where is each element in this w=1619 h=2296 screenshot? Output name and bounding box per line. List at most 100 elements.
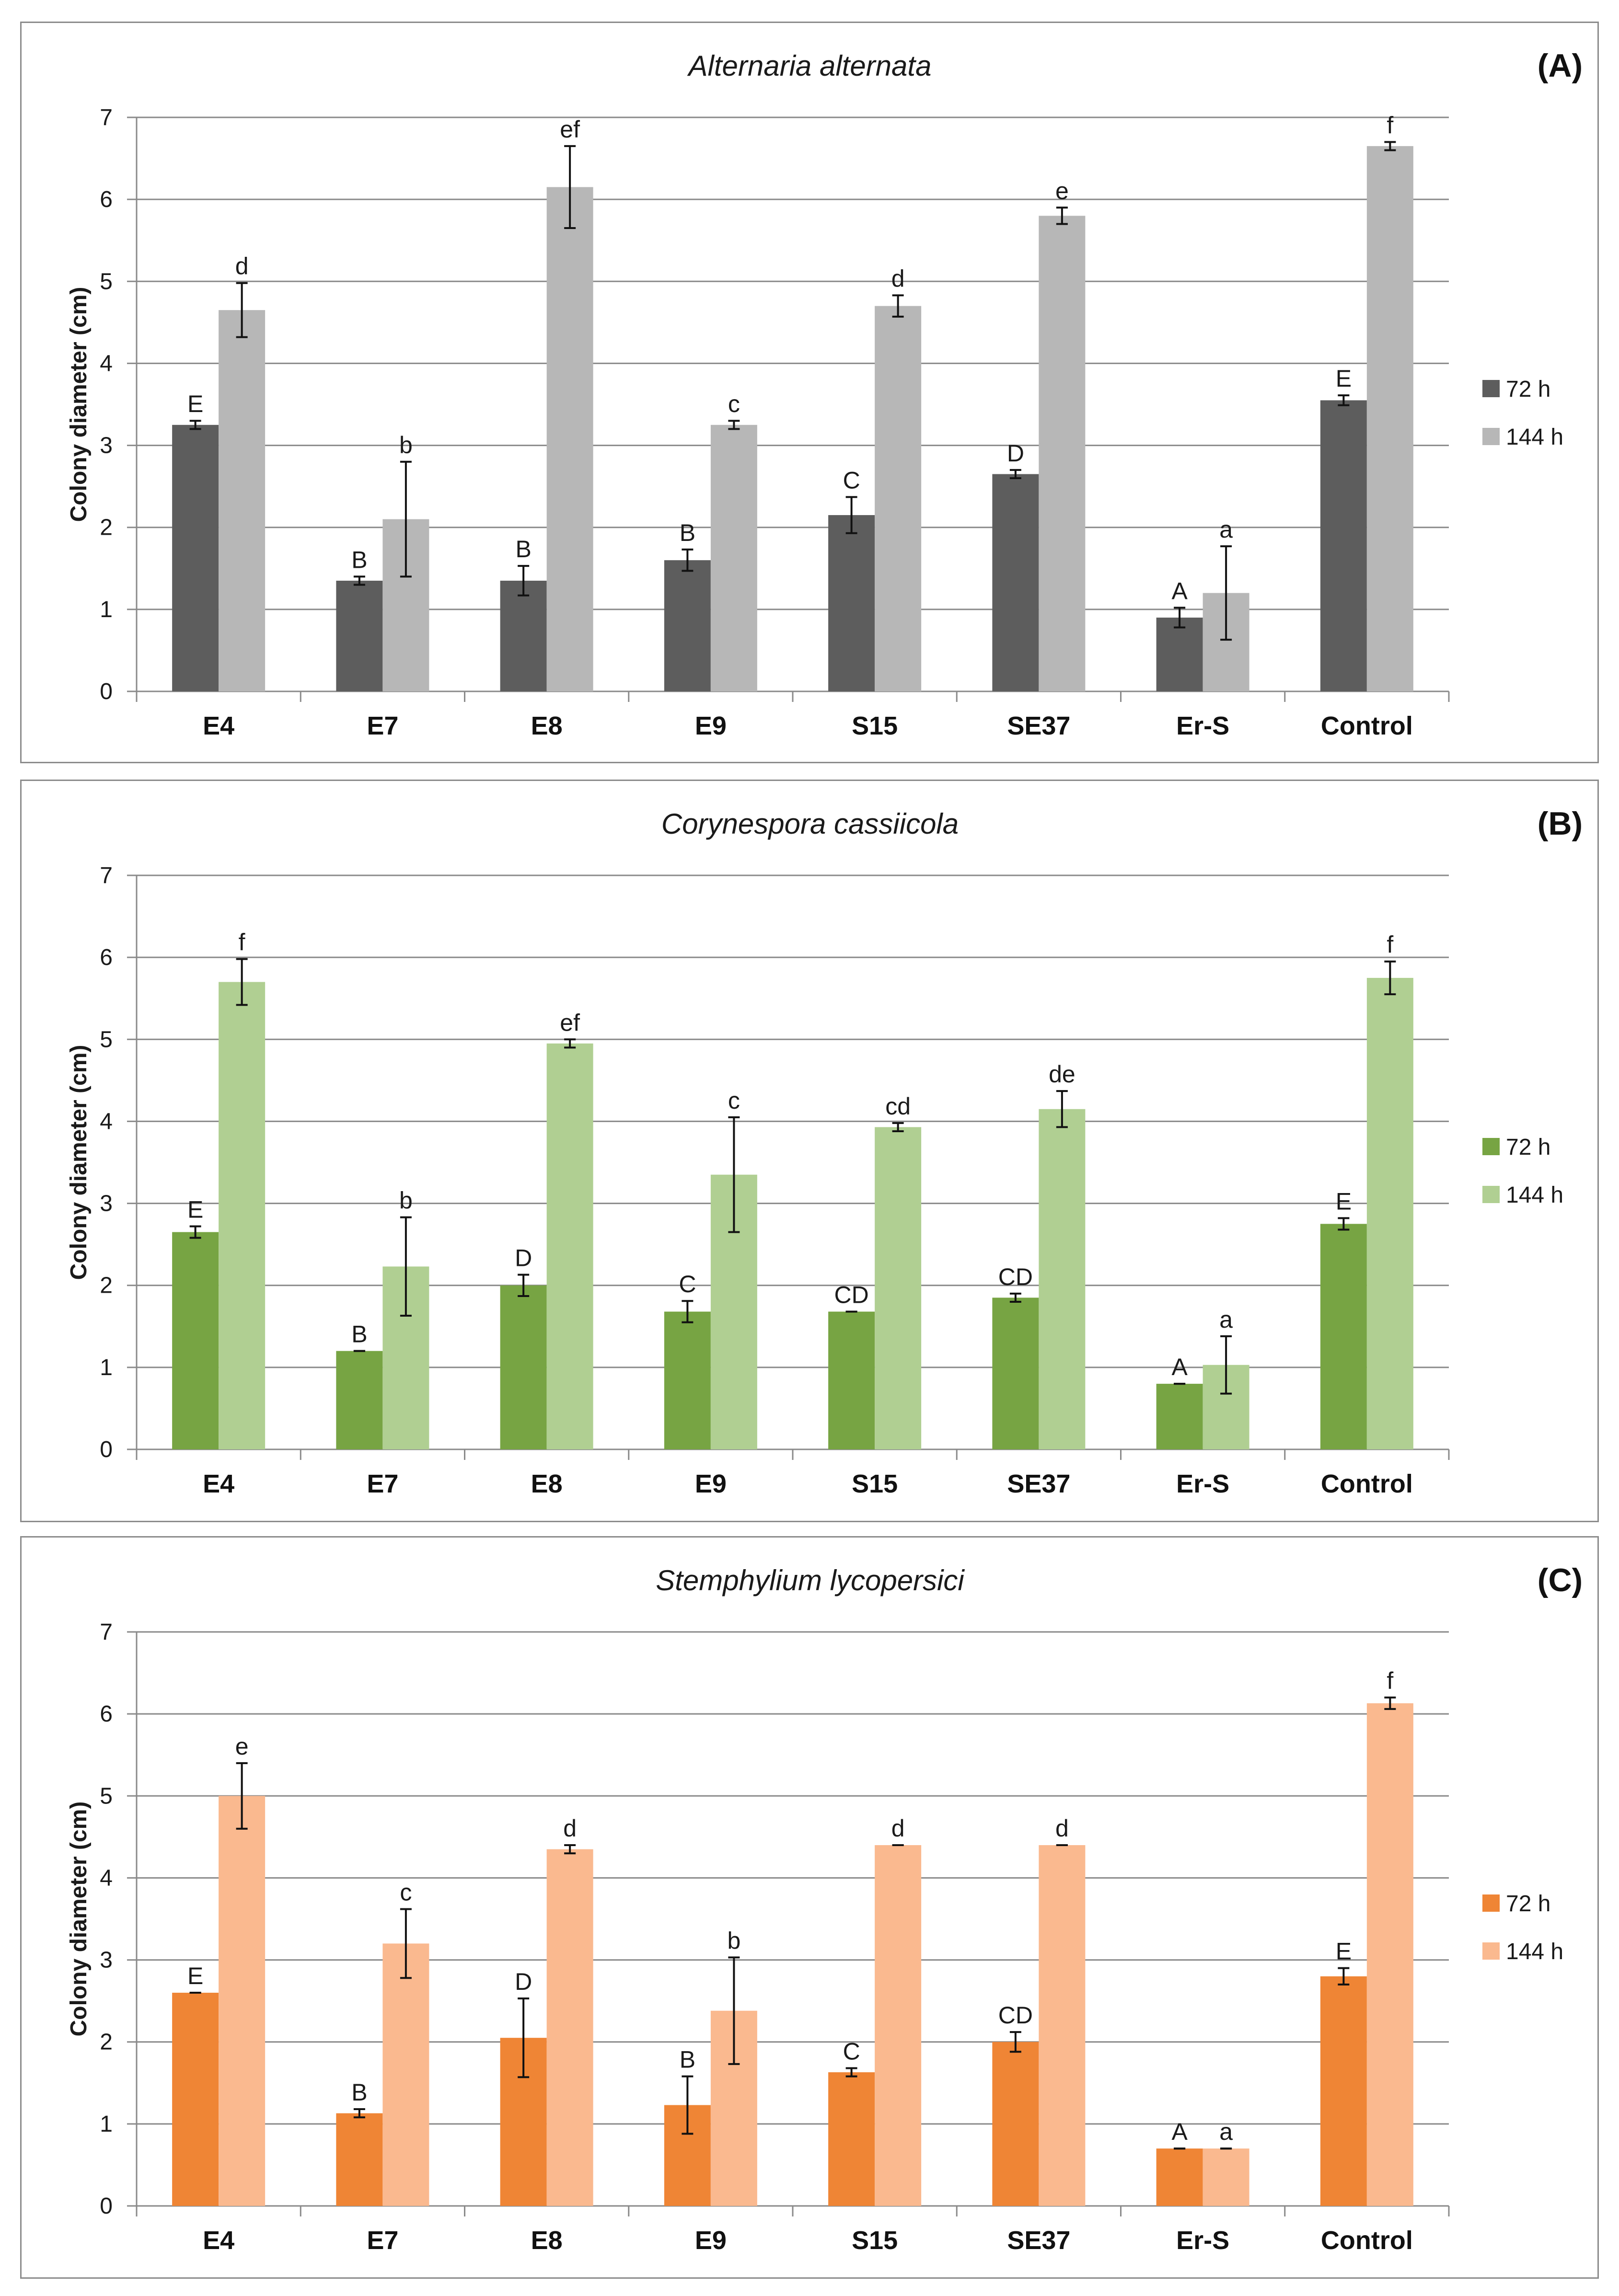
panel-c: Stemphylium lycopersici (C) Colony diamete… <box>20 1536 1599 2279</box>
significance-letter: d <box>563 1815 577 1842</box>
x-tick-label: Er-S <box>1176 1469 1229 1498</box>
y-tick-label: 3 <box>100 433 113 459</box>
significance-letter: cd <box>885 1093 911 1120</box>
y-tick-label: 5 <box>100 1783 113 1809</box>
bar <box>172 1993 219 2206</box>
legend-swatch <box>1482 1942 1500 1960</box>
bar <box>500 580 547 691</box>
y-tick-label: 2 <box>100 515 113 540</box>
y-axis-label: Colony diameter (cm) <box>66 1802 92 2037</box>
chart-alternaria: Alternaria alternata (A) Colony diameter (… <box>66 47 1583 740</box>
bar <box>875 1845 922 2206</box>
legend-label: 72 h <box>1506 377 1550 402</box>
y-tick-label: 4 <box>100 351 113 376</box>
bar <box>1039 216 1086 691</box>
significance-letter: a <box>1219 1306 1233 1333</box>
legend-label: 72 h <box>1506 1135 1550 1160</box>
x-tick-label: E8 <box>531 712 563 740</box>
legend-label: 72 h <box>1506 1891 1550 1917</box>
bar <box>828 515 875 691</box>
y-axis-label: Colony diameter (cm) <box>66 287 92 522</box>
bar <box>875 1127 922 1449</box>
x-tick-label: E4 <box>203 2226 234 2255</box>
significance-letter: B <box>680 2046 695 2073</box>
bar <box>219 982 266 1449</box>
x-tick-label: E7 <box>367 2226 398 2255</box>
y-tick-label: 0 <box>100 1437 113 1462</box>
significance-letter: CD <box>998 1263 1033 1290</box>
significance-letter: a <box>1219 2118 1233 2145</box>
significance-letter: B <box>680 519 695 546</box>
significance-letter: b <box>399 1187 413 1214</box>
chart-title: Stemphylium lycopersici <box>656 1564 965 1596</box>
legend-swatch <box>1482 1894 1500 1912</box>
bar <box>336 2113 383 2206</box>
significance-letter: f <box>1387 112 1393 138</box>
significance-letter: f <box>1387 931 1393 958</box>
significance-letter: c <box>400 1879 412 1906</box>
y-axis-label: Colony diameter (cm) <box>66 1045 92 1280</box>
significance-letter: A <box>1171 1354 1188 1380</box>
x-tick-label: E9 <box>695 1469 727 1498</box>
significance-letter: B <box>351 546 367 573</box>
x-tick-label: SE37 <box>1007 1469 1070 1498</box>
y-tick-label: 0 <box>100 2193 113 2219</box>
chart-title: Corynespora cassiicola <box>661 808 959 840</box>
bar <box>875 306 922 691</box>
y-tick-label: 5 <box>100 1027 113 1052</box>
legend-label: 144 h <box>1506 425 1563 450</box>
bar <box>1366 1703 1413 2206</box>
bar <box>992 474 1039 691</box>
bar <box>546 1043 593 1449</box>
y-tick-label: 1 <box>100 1355 113 1380</box>
bar <box>1320 1224 1367 1449</box>
bar <box>500 1285 547 1449</box>
significance-letter: d <box>1055 1815 1069 1842</box>
bar <box>1156 2148 1203 2206</box>
significance-letter: c <box>728 390 740 417</box>
significance-letter: d <box>235 253 249 280</box>
bar <box>1366 146 1413 691</box>
x-tick-label: Er-S <box>1176 2226 1229 2255</box>
significance-letter: A <box>1171 577 1188 604</box>
significance-letter: A <box>1171 2118 1188 2145</box>
bar <box>1156 617 1203 691</box>
significance-letter: C <box>679 1271 696 1297</box>
bar <box>336 580 383 691</box>
significance-letter: B <box>515 536 531 563</box>
y-tick-label: 7 <box>100 105 113 130</box>
significance-letter: E <box>187 390 203 417</box>
significance-letter: B <box>351 1321 367 1348</box>
bar <box>1039 1845 1086 2206</box>
legend-swatch <box>1482 428 1500 445</box>
significance-letter: d <box>891 265 905 292</box>
legend-swatch <box>1482 380 1500 397</box>
x-tick-label: E7 <box>367 1469 398 1498</box>
y-tick-label: 7 <box>100 863 113 888</box>
significance-letter: de <box>1049 1061 1075 1088</box>
bar <box>172 1232 219 1449</box>
y-tick-label: 1 <box>100 2112 113 2137</box>
bar <box>710 425 757 691</box>
panel-b: Corynespora cassiicola (B) Colony diameter… <box>20 780 1599 1522</box>
significance-letter: a <box>1219 516 1233 543</box>
y-tick-label: 3 <box>100 1948 113 1973</box>
y-tick-label: 4 <box>100 1109 113 1134</box>
panel-label: (A) <box>1538 47 1583 84</box>
legend-swatch <box>1482 1138 1500 1155</box>
significance-letter: ef <box>560 1009 580 1036</box>
bar <box>828 1311 875 1449</box>
y-tick-label: 4 <box>100 1865 113 1891</box>
bar <box>1039 1109 1086 1449</box>
bar <box>1156 1384 1203 1449</box>
significance-letter: D <box>1007 440 1024 467</box>
significance-letter: b <box>399 432 413 459</box>
panel-label: (C) <box>1538 1562 1583 1598</box>
panel-label: (B) <box>1538 805 1583 842</box>
bar <box>546 1849 593 2206</box>
chart-corynespora: Corynespora cassiicola (B) Colony diameter… <box>66 805 1583 1498</box>
bar <box>546 187 593 691</box>
bar <box>828 2072 875 2206</box>
significance-letter: E <box>1336 1938 1352 1965</box>
x-tick-label: E4 <box>203 712 234 740</box>
